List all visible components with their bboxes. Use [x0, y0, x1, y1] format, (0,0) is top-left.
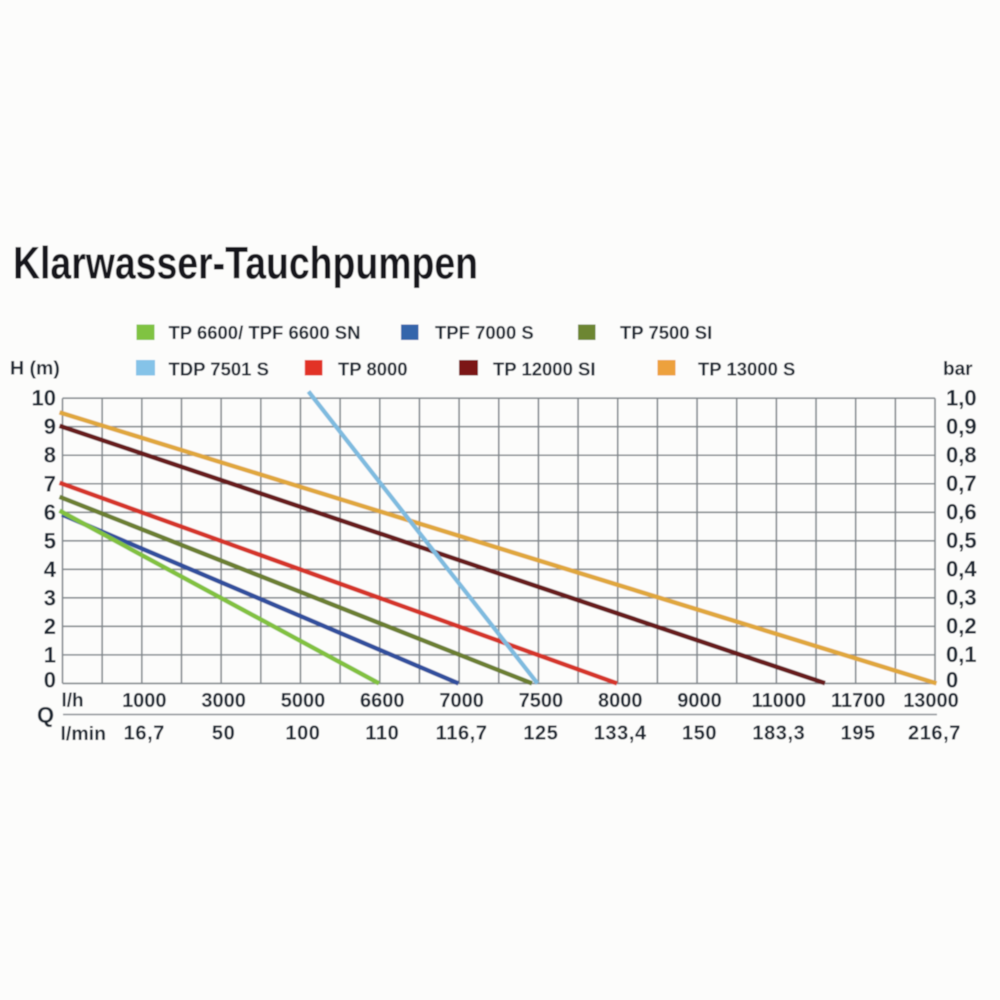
svg-text:150: 150 — [682, 723, 717, 745]
svg-text:9000: 9000 — [677, 690, 722, 712]
svg-text:TP 6600/ TPF 6600 SN: TP 6600/ TPF 6600 SN — [169, 322, 361, 343]
svg-text:0,2: 0,2 — [946, 614, 977, 639]
svg-text:9: 9 — [44, 414, 56, 439]
svg-text:0,9: 0,9 — [946, 414, 977, 439]
svg-text:TDP 7501 S: TDP 7501 S — [169, 358, 269, 379]
svg-text:125: 125 — [523, 723, 558, 745]
svg-text:0: 0 — [946, 668, 958, 693]
svg-text:0: 0 — [44, 667, 56, 692]
svg-text:TP 13000 S: TP 13000 S — [698, 358, 795, 379]
svg-text:1000: 1000 — [122, 690, 167, 712]
svg-text:7: 7 — [44, 471, 56, 496]
svg-text:H (m): H (m) — [10, 358, 60, 380]
svg-text:11700: 11700 — [831, 690, 886, 712]
svg-text:0,7: 0,7 — [946, 471, 977, 496]
svg-text:3000: 3000 — [201, 690, 246, 712]
svg-text:133,4: 133,4 — [594, 723, 647, 745]
svg-text:16,7: 16,7 — [124, 723, 165, 745]
svg-text:1,0: 1,0 — [946, 385, 977, 410]
svg-text:4: 4 — [44, 557, 57, 582]
svg-text:8000: 8000 — [598, 690, 643, 712]
svg-text:0,5: 0,5 — [946, 528, 977, 553]
svg-text:Klarwasser-Tauchpumpen: Klarwasser-Tauchpumpen — [13, 238, 478, 289]
svg-text:8: 8 — [44, 443, 56, 468]
svg-text:0,6: 0,6 — [946, 499, 977, 524]
svg-text:0,3: 0,3 — [946, 585, 977, 610]
svg-text:110: 110 — [365, 723, 399, 745]
svg-text:116,7: 116,7 — [436, 723, 488, 745]
svg-text:3: 3 — [44, 585, 56, 610]
svg-text:1: 1 — [44, 642, 56, 667]
svg-text:6: 6 — [44, 500, 56, 525]
svg-text:TP 8000: TP 8000 — [338, 358, 408, 379]
svg-text:7500: 7500 — [519, 690, 564, 712]
svg-text:7000: 7000 — [439, 690, 484, 712]
svg-text:0,4: 0,4 — [946, 557, 977, 582]
svg-text:l/min: l/min — [61, 723, 107, 745]
svg-text:216,7: 216,7 — [908, 723, 961, 745]
svg-text:183,3: 183,3 — [752, 723, 805, 745]
svg-text:100: 100 — [285, 723, 320, 745]
svg-text:5000: 5000 — [281, 690, 326, 712]
svg-text:bar: bar — [943, 359, 973, 380]
svg-text:10: 10 — [32, 386, 56, 411]
svg-text:TP 12000 SI: TP 12000 SI — [493, 358, 596, 379]
svg-text:0,8: 0,8 — [946, 442, 977, 467]
svg-text:11000: 11000 — [752, 690, 807, 712]
svg-text:5: 5 — [44, 528, 56, 553]
svg-text:l/h: l/h — [62, 691, 84, 712]
svg-text:2: 2 — [44, 614, 56, 639]
svg-text:Q: Q — [37, 703, 54, 728]
svg-text:0,1: 0,1 — [946, 642, 977, 667]
svg-text:13000: 13000 — [903, 690, 959, 712]
svg-text:TP 7500 SI: TP 7500 SI — [620, 322, 712, 343]
svg-text:6600: 6600 — [360, 690, 405, 712]
svg-text:195: 195 — [841, 723, 876, 745]
svg-text:TPF 7000 S: TPF 7000 S — [435, 322, 534, 343]
svg-text:50: 50 — [212, 723, 235, 745]
